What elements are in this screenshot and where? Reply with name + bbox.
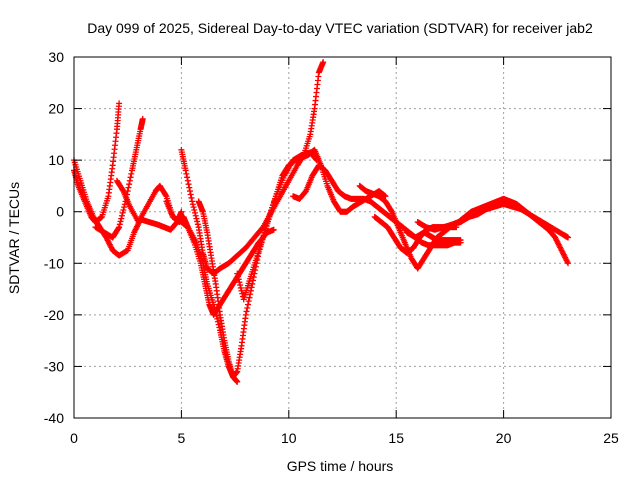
data-point xyxy=(127,174,134,181)
data-point xyxy=(192,209,199,216)
data-point xyxy=(194,221,201,228)
data-point xyxy=(237,284,244,291)
data-point xyxy=(243,308,250,315)
data-point xyxy=(246,294,253,301)
series-track-m xyxy=(403,229,464,244)
data-point xyxy=(244,301,251,308)
data-point xyxy=(139,115,146,122)
data-point xyxy=(118,215,125,222)
data-point xyxy=(178,208,185,215)
data-point xyxy=(242,311,249,318)
data-point xyxy=(236,279,243,286)
data-point xyxy=(234,378,241,385)
data-point xyxy=(116,221,123,228)
data-point xyxy=(117,218,124,225)
data-point xyxy=(189,198,196,205)
series-track-b xyxy=(71,100,123,226)
data-point xyxy=(565,260,572,267)
data-point xyxy=(193,215,200,222)
y-tick-label: -30 xyxy=(44,358,64,374)
data-point xyxy=(119,209,126,216)
data-point xyxy=(118,212,125,219)
x-tick-label: 25 xyxy=(603,430,619,446)
series-track-f xyxy=(178,59,327,277)
data-point xyxy=(162,192,169,199)
data-point xyxy=(183,170,190,177)
data-point xyxy=(214,318,221,325)
data-point xyxy=(115,225,122,232)
data-point xyxy=(270,226,277,233)
data-point xyxy=(237,282,244,289)
data-point xyxy=(215,321,222,328)
data-point xyxy=(320,59,327,66)
data-point xyxy=(184,177,191,184)
data-point xyxy=(234,273,241,280)
data-point xyxy=(186,184,193,191)
data-point xyxy=(128,170,135,177)
data-point xyxy=(382,193,389,200)
data-point xyxy=(457,237,464,244)
y-tick-label: -20 xyxy=(44,307,64,323)
data-point xyxy=(185,181,192,188)
data-point xyxy=(116,224,123,231)
y-axis-label: SDTVAR / TECUs xyxy=(6,182,22,294)
x-tick-label: 0 xyxy=(70,430,78,446)
data-point xyxy=(194,218,201,225)
data-point xyxy=(190,204,197,211)
data-point xyxy=(245,298,252,305)
x-tick-label: 10 xyxy=(281,430,297,446)
x-axis-label: GPS time / hours xyxy=(287,458,394,474)
y-tick-label: -10 xyxy=(44,255,64,271)
data-point xyxy=(182,167,189,174)
plot-frame xyxy=(73,56,612,419)
data-point xyxy=(244,304,251,311)
tick-layer: 0 5 10 15 20 25 -40 -30 -20 -10 0 10 20 30 xyxy=(44,49,619,446)
data-point xyxy=(184,174,191,181)
data-point xyxy=(121,204,128,211)
x-tick-label: 20 xyxy=(496,430,512,446)
data-point xyxy=(125,184,132,191)
data-point xyxy=(238,287,245,294)
data-point xyxy=(234,270,241,277)
y-tick-label: 20 xyxy=(48,101,64,117)
y-tick-label: 30 xyxy=(48,49,64,65)
data-point xyxy=(192,212,199,219)
data-layer xyxy=(71,59,572,385)
data-point xyxy=(126,181,133,188)
data-point xyxy=(187,191,194,198)
x-tick-label: 5 xyxy=(178,430,186,446)
data-point xyxy=(126,177,133,184)
data-point xyxy=(214,315,221,322)
x-tick-label: 15 xyxy=(388,430,404,446)
y-tick-label: 0 xyxy=(56,204,64,220)
data-point xyxy=(235,276,242,283)
chart-title: Day 099 of 2025, Sidereal Day-to-day VTE… xyxy=(87,20,593,36)
data-point xyxy=(120,206,127,213)
data-point xyxy=(116,100,123,107)
data-point xyxy=(188,194,195,201)
y-tick-label: 10 xyxy=(48,152,64,168)
data-point xyxy=(565,234,572,241)
y-tick-label: -40 xyxy=(44,410,64,426)
data-point xyxy=(247,291,254,298)
data-point xyxy=(186,188,193,195)
data-point xyxy=(239,290,246,297)
data-point xyxy=(189,201,196,208)
data-point xyxy=(191,206,198,213)
series-track-l xyxy=(414,200,572,241)
